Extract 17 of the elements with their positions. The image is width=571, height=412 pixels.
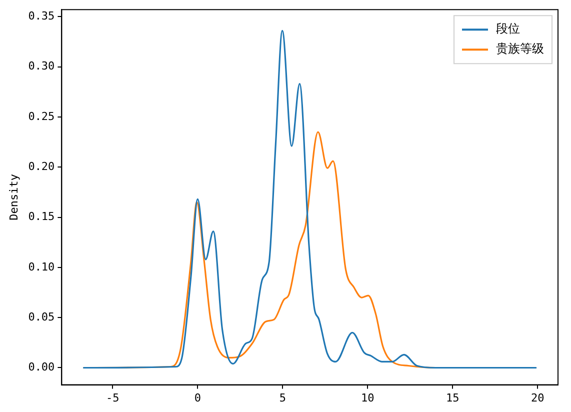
y-tick-label: 0.35 — [28, 9, 55, 22]
legend-label: 贵族等级 — [496, 42, 544, 56]
x-tick-label: 15 — [446, 391, 460, 404]
y-tick-label: 0.30 — [28, 60, 55, 73]
y-axis-title: Density — [7, 174, 20, 220]
legend-label: 段位 — [496, 22, 520, 36]
x-tick-label: 10 — [361, 391, 374, 404]
y-tick-label: 0.15 — [28, 210, 55, 224]
x-tick-label: 0 — [194, 391, 201, 404]
y-tick-label: 0.25 — [28, 110, 55, 123]
y-tick-label: 0.00 — [28, 360, 55, 374]
x-tick-label: 20 — [530, 391, 544, 404]
y-tick-label: 0.05 — [28, 310, 55, 324]
x-tick-label: -5 — [106, 391, 120, 404]
y-tick-label: 0.20 — [28, 160, 55, 173]
y-tick-label: 0.10 — [28, 260, 55, 274]
x-tick-label: 5 — [279, 391, 286, 404]
